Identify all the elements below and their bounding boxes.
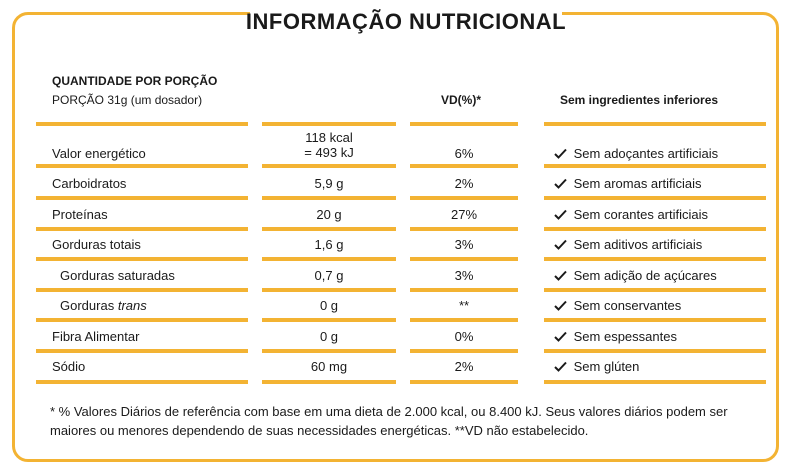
free-from-item: Sem espessantes — [554, 329, 677, 344]
vd-header: VD(%)* — [441, 93, 482, 107]
row-divider — [262, 227, 396, 231]
nutrient-name: Fibra Alimentar — [52, 329, 140, 344]
free-from-item: Sem adoçantes artificiais — [554, 146, 718, 161]
nutrient-vd: 2% — [454, 176, 474, 191]
free-from-label: Sem conservantes — [573, 298, 682, 313]
check-icon — [554, 237, 570, 252]
row-divider — [36, 380, 248, 384]
check-icon — [554, 207, 570, 222]
row-divider — [410, 288, 518, 292]
free-from-label: Sem aromas artificiais — [573, 176, 702, 191]
row-divider — [36, 349, 248, 353]
check-icon — [554, 176, 570, 191]
nutrient-name: Carboidratos — [52, 176, 127, 191]
nutrient-name: Valor energético — [52, 146, 146, 161]
free-from-item: Sem adição de açúcares — [554, 268, 717, 283]
check-icon — [554, 268, 570, 283]
free-from-label: Sem adição de açúcares — [573, 268, 717, 283]
nutrient-amount-kj: = 493 kJ — [304, 145, 354, 160]
row-divider — [262, 122, 396, 126]
row-divider — [410, 257, 518, 261]
row-divider — [262, 318, 396, 322]
row-divider — [36, 164, 248, 168]
row-divider — [410, 196, 518, 200]
nutrient-amount: 1,6 g — [314, 237, 344, 252]
serving-title: QUANTIDADE POR PORÇÃO — [52, 74, 218, 88]
nutrient-name-italic: trans — [117, 298, 147, 313]
row-divider — [262, 288, 396, 292]
free-from-header: Sem ingredientes inferiores — [560, 93, 719, 107]
nutrient-amount: 20 g — [316, 207, 342, 222]
row-divider — [544, 288, 766, 292]
nutrient-amount: 5,9 g — [314, 176, 344, 191]
nutrient-vd: 27% — [450, 207, 478, 222]
row-divider — [544, 380, 766, 384]
row-divider — [36, 122, 248, 126]
row-divider — [410, 227, 518, 231]
nutrient-vd: ** — [458, 298, 470, 313]
row-divider — [36, 227, 248, 231]
check-icon — [554, 329, 570, 344]
row-divider — [262, 196, 396, 200]
free-from-label: Sem adoçantes artificiais — [573, 146, 719, 161]
row-divider — [262, 349, 396, 353]
row-divider — [36, 318, 248, 322]
free-from-item: Sem aromas artificiais — [554, 176, 702, 191]
free-from-label: Sem aditivos artificiais — [573, 237, 703, 252]
free-from-item: Sem glúten — [554, 359, 639, 374]
row-divider — [410, 164, 518, 168]
nutrient-amount: 60 mg — [310, 359, 348, 374]
free-from-label: Sem corantes artificiais — [573, 207, 709, 222]
free-from-item: Sem corantes artificiais — [554, 207, 708, 222]
free-from-item: Sem aditivos artificiais — [554, 237, 702, 252]
nutrient-name: Gorduras totais — [52, 237, 141, 252]
row-divider — [36, 288, 248, 292]
nutrient-name: Gorduras trans — [60, 298, 147, 313]
free-from-label: Sem glúten — [573, 359, 640, 374]
nutrient-vd: 3% — [454, 237, 474, 252]
row-divider — [544, 196, 766, 200]
row-divider — [410, 349, 518, 353]
nutrient-amount: 0,7 g — [314, 268, 344, 283]
check-icon — [554, 298, 570, 313]
row-divider — [410, 380, 518, 384]
page-title: INFORMAÇÃO NUTRICIONAL — [245, 9, 567, 34]
nutrient-amount-kcal: 118 kcal — [305, 130, 353, 145]
footnote: * % Valores Diários de referência com ba… — [50, 404, 728, 438]
row-divider — [262, 164, 396, 168]
nutrient-name: Proteínas — [52, 207, 108, 222]
nutrient-vd: 3% — [454, 268, 474, 283]
nutrient-amount: 0 g — [319, 298, 339, 313]
free-from-item: Sem conservantes — [554, 298, 681, 313]
nutrient-vd: 2% — [454, 359, 474, 374]
row-divider — [544, 122, 766, 126]
serving-size: PORÇÃO 31g (um dosador) — [52, 93, 203, 107]
nutrient-vd: 6% — [454, 146, 474, 161]
row-divider — [36, 196, 248, 200]
row-divider — [544, 257, 766, 261]
nutrient-vd: 0% — [454, 329, 474, 344]
row-divider — [410, 318, 518, 322]
row-divider — [262, 257, 396, 261]
nutrient-amount: 0 g — [319, 329, 339, 344]
nutrient-name: Gorduras saturadas — [60, 268, 175, 283]
nutrient-name: Sódio — [52, 359, 86, 374]
row-divider — [544, 164, 766, 168]
row-divider — [262, 380, 396, 384]
row-divider — [410, 122, 518, 126]
row-divider — [544, 349, 766, 353]
check-icon — [554, 359, 570, 374]
row-divider — [544, 227, 766, 231]
row-divider — [544, 318, 766, 322]
title-box: INFORMAÇÃO NUTRICIONAL — [246, 0, 566, 44]
row-divider — [36, 257, 248, 261]
free-from-label: Sem espessantes — [573, 329, 677, 344]
check-icon — [554, 146, 570, 161]
